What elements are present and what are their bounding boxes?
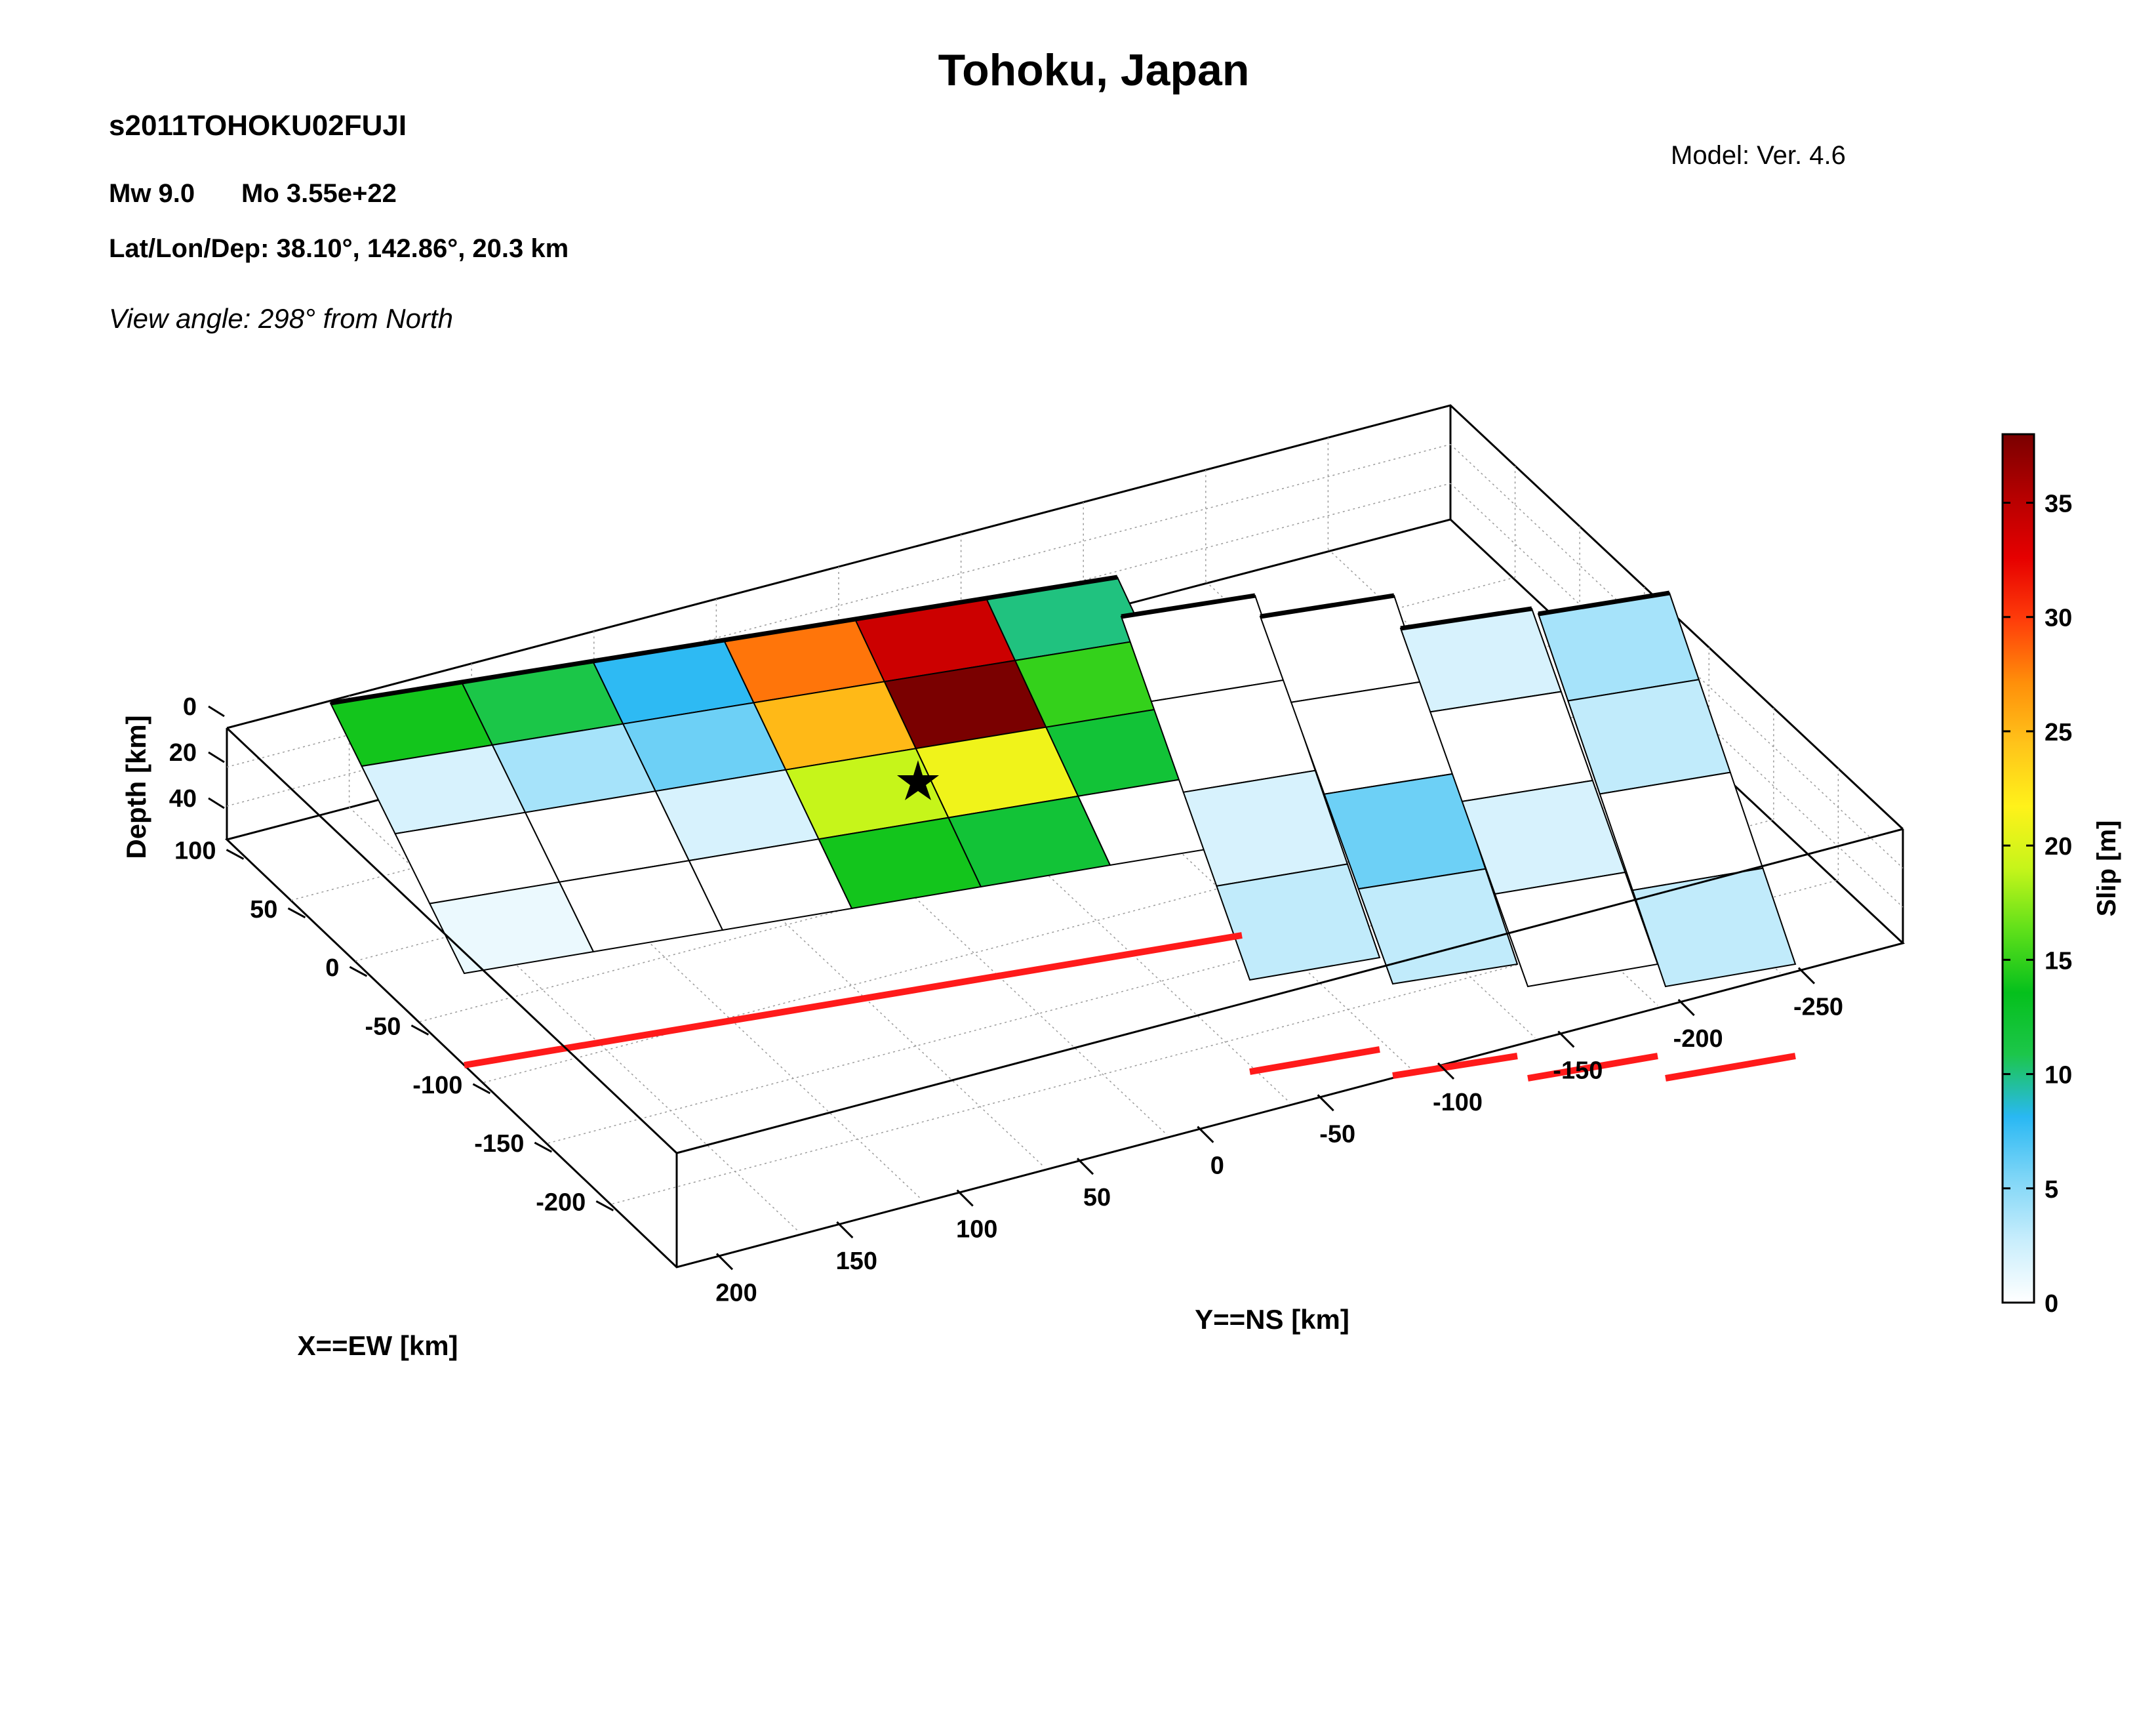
subfault-cell (1631, 867, 1797, 988)
tick-label: -100 (412, 1072, 462, 1099)
chart-title: Tohoku, Japan (938, 45, 1250, 95)
tick-label: -250 (1793, 994, 1843, 1021)
axis-ticks: 100500-50-100-150-200200150100500-50-100… (169, 693, 1843, 1307)
fault-top-edge (1121, 593, 1256, 619)
axis-tick (1437, 1062, 1455, 1080)
colorbar-tick-label: 25 (2045, 719, 2072, 746)
fault-bottom-edge (1392, 1053, 1518, 1079)
tick-label: 0 (1210, 1152, 1224, 1180)
magnitude-label: Mw 9.0 (109, 179, 195, 208)
tick-label: 150 (836, 1248, 877, 1275)
tick-label: 0 (183, 693, 197, 721)
axis-tick (208, 705, 225, 718)
tick-label: -50 (1319, 1120, 1355, 1148)
fault-top-edge (330, 575, 1118, 706)
tick-label: 200 (715, 1279, 757, 1307)
axis-tick (1677, 998, 1695, 1017)
event-id: s2011TOHOKU02FUJI (109, 110, 407, 142)
colorbar-tick-label: 0 (2045, 1290, 2058, 1318)
tick-label: 20 (169, 739, 197, 767)
fault-bottom-edge (1665, 1053, 1796, 1082)
subfault-cell (1216, 863, 1381, 981)
axis-tick (472, 1083, 491, 1095)
tick-label: 40 (169, 785, 197, 813)
x-axis-title: X==EW [km] (297, 1330, 458, 1361)
colorbar-ticks: 0 5 10 15 20 25 30 35 (2003, 491, 2072, 1318)
axis-tick (836, 1221, 854, 1239)
tick-label: -150 (474, 1130, 524, 1158)
fault-bottom-edge (464, 932, 1243, 1068)
colorbar-tick-label: 35 (2045, 491, 2072, 518)
fault-bottom-edge (1249, 1046, 1380, 1075)
fault-top-edge (1538, 590, 1670, 617)
axis-tick (1317, 1094, 1334, 1112)
fault-subfaults (329, 576, 1797, 988)
tick-label: 100 (174, 838, 216, 865)
axis-tick (715, 1253, 734, 1270)
subfault-cell (1357, 868, 1519, 985)
axis-tick (1797, 967, 1816, 984)
tick-label: 100 (956, 1216, 997, 1244)
tick-label: -100 (1433, 1089, 1483, 1116)
fault-edges (330, 575, 1796, 1082)
colorbar-tick-label: 30 (2045, 605, 2072, 632)
colorbar-tick-label: 20 (2045, 833, 2072, 861)
axis-tick (208, 751, 225, 763)
hypocenter-star-icon (897, 760, 939, 800)
fault-top-edge (1260, 593, 1395, 619)
y-axis-title: Y==NS [km] (1195, 1304, 1349, 1335)
z-axis-title: Depth [km] (121, 715, 151, 859)
axis-tick (1076, 1158, 1094, 1175)
fault-bottom-edge (1527, 1053, 1658, 1082)
moment-label: Mo 3.55e+22 (241, 179, 397, 208)
tick-label: 50 (250, 896, 277, 923)
axis-tick (534, 1141, 553, 1153)
tick-label: -200 (1673, 1025, 1723, 1053)
colorbar-tick-label: 5 (2045, 1176, 2058, 1204)
colorbar-label: Slip [m] (2092, 821, 2121, 917)
axis-tick (1197, 1126, 1214, 1143)
fault-top-edge (1400, 606, 1532, 631)
axis-tick (410, 1025, 429, 1036)
view-angle-label: View angle: 298° from North (109, 303, 453, 334)
colorbar (2001, 433, 2035, 1304)
axis-tick (956, 1189, 974, 1207)
tick-label: -150 (1553, 1057, 1603, 1084)
colorbar-tick-label: 10 (2045, 1062, 2072, 1089)
model-version: Model: Ver. 4.6 (1671, 141, 1846, 170)
axis-tick (595, 1200, 614, 1211)
tick-label: -50 (365, 1013, 401, 1040)
plot-box-front (226, 727, 1904, 1154)
tick-label: 50 (1083, 1184, 1111, 1211)
axis-tick (349, 965, 368, 977)
axis-tick (1557, 1030, 1575, 1048)
colorbar-tick-label: 15 (2045, 947, 2072, 975)
axis-tick (287, 907, 306, 919)
axis-tick (208, 797, 225, 809)
tick-label: -200 (536, 1188, 586, 1216)
axis-tick (226, 849, 245, 860)
tick-label: 0 (325, 954, 339, 982)
hypocenter-label: Lat/Lon/Dep: 38.10°, 142.86°, 20.3 km (109, 234, 569, 263)
